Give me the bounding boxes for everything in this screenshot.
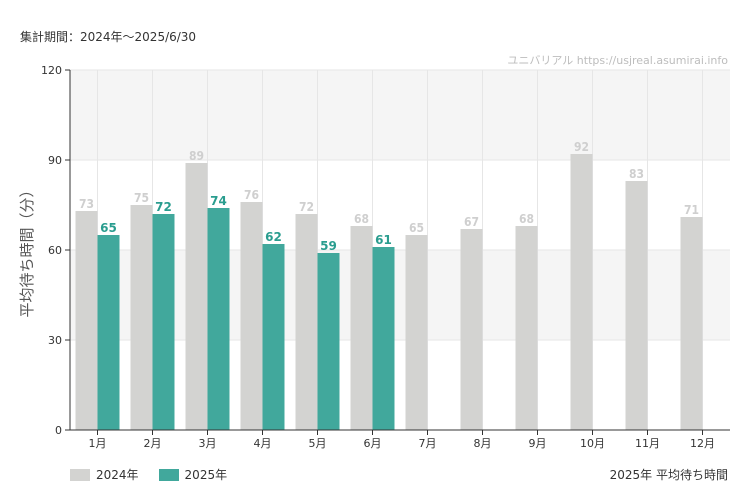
x-tick-label: 11月 [635,437,660,450]
data-label-2025: 72 [155,200,172,214]
data-label-2024: 73 [79,197,94,211]
bar-2024 [240,202,263,430]
bar-2025 [97,235,120,430]
bar-2025 [152,214,175,430]
data-label-2025: 59 [320,239,337,253]
chart-footer-title: 2025年 平均待ち時間 [609,468,728,482]
bar-2024 [405,235,428,430]
data-label-2024: 89 [189,149,204,163]
x-tick-label: 2月 [144,437,162,450]
data-label-2024: 83 [629,167,644,181]
data-label-2025: 74 [210,194,227,208]
data-label-2024: 68 [354,212,369,226]
x-tick-label: 3月 [199,437,217,450]
bar-2024 [75,211,98,430]
y-tick-label: 60 [48,244,62,257]
bar-2025 [207,208,230,430]
data-label-2025: 65 [100,221,117,235]
bar-2024 [570,154,593,430]
legend-item-2025[interactable]: 2025年 [158,466,228,483]
bar-2025 [262,244,285,430]
bar-2024 [350,226,373,430]
y-tick-label: 120 [41,64,62,77]
x-tick-label: 10月 [580,437,605,450]
x-tick-label: 4月 [254,437,272,450]
data-label-2025: 61 [375,233,392,247]
x-tick-label: 12月 [690,437,715,450]
x-tick-label: 8月 [474,437,492,450]
x-tick-label: 9月 [529,437,547,450]
plot-band [70,70,730,160]
x-tick-label: 7月 [419,437,437,450]
bar-2025 [317,253,340,430]
site-watermark: ユニバリアル https://usjreal.asumirai.info [507,54,728,67]
chart-legend: 2024年 2025年 [70,466,227,483]
x-tick-label: 1月 [89,437,107,450]
data-label-2024: 92 [574,140,589,154]
y-tick-label: 0 [55,424,62,437]
bar-2024 [130,205,153,430]
y-tick-label: 30 [48,334,62,347]
bar-2024 [625,181,648,430]
data-label-2024: 76 [244,188,259,202]
data-label-2024: 65 [409,221,424,235]
data-label-2024: 67 [464,215,479,229]
x-tick-label: 6月 [364,437,382,450]
data-label-2024: 75 [134,191,149,205]
data-label-2025: 62 [265,230,282,244]
y-tick-label: 90 [48,154,62,167]
plot-band [70,250,730,340]
legend-swatch-2025 [158,468,179,481]
y-axis-title: 平均待ち時間（分） [18,182,36,317]
bar-2024 [515,226,538,430]
x-tick-label: 5月 [309,437,327,450]
data-label-2024: 72 [299,200,314,214]
bar-2024 [185,163,208,430]
data-label-2024: 71 [684,203,699,217]
bar-2024 [460,229,483,430]
period-label: 集計期間：2024年～2025/6/30 [20,30,197,44]
legend-label-2025: 2025年 [184,468,228,482]
data-label-2024: 68 [519,212,534,226]
legend-swatch-2024 [70,468,90,481]
bar-2024 [680,217,703,430]
bar-2025 [372,247,395,430]
legend-label-2024: 2024年 [96,468,139,482]
bar-2024 [295,214,318,430]
legend-item-2024[interactable]: 2024年 [70,466,139,483]
